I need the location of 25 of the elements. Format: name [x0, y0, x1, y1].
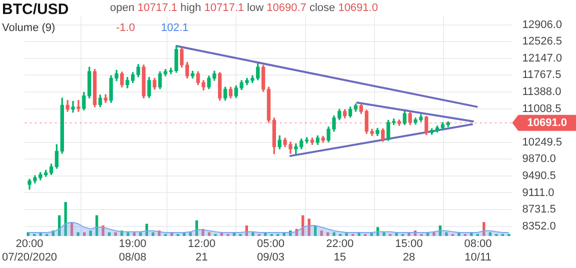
annotation: -1.0	[116, 22, 135, 34]
y-tick-label: 11008.5	[522, 102, 562, 115]
x-tick-label: 22:00 15	[326, 238, 354, 264]
y-tick-label: 8731.5	[522, 204, 556, 216]
y-tick-label: 9870.0	[522, 153, 556, 166]
ref-line-label: 10691.0	[527, 116, 567, 129]
y-tick-label: 12147.0	[522, 52, 562, 64]
x-tick-label: 08:00 10/11	[464, 238, 492, 264]
x-tick-label: 15:00 28	[395, 238, 423, 264]
y-tick-label: 8352.0	[522, 220, 556, 232]
chart-title: Volume (9)	[2, 22, 56, 34]
y-tick-label: 12906.0	[522, 18, 562, 31]
y-tick-label: 12526.5	[522, 36, 562, 48]
y-tick-label: 11767.5	[522, 69, 562, 82]
y-tick-label: 11388.0	[522, 86, 562, 98]
chart-title: BTC/USD	[2, 1, 69, 18]
y-tick-label: 9490.5	[522, 170, 556, 182]
y-tick-label: 9111.0	[522, 186, 554, 199]
x-tick-label: 05:00 09/03	[257, 238, 285, 264]
y-tick-label: 10249.5	[522, 136, 562, 148]
x-tick-label: 19:00 08/08	[118, 238, 146, 264]
x-tick-label: 12:00 21	[188, 238, 216, 264]
annotation: 102.1	[161, 22, 189, 34]
text: open 10717.1 high 10717.1 low 10690.7 close 10691.0	[110, 2, 378, 14]
x-tick-label: 20:00 07/20/2020	[2, 238, 58, 264]
